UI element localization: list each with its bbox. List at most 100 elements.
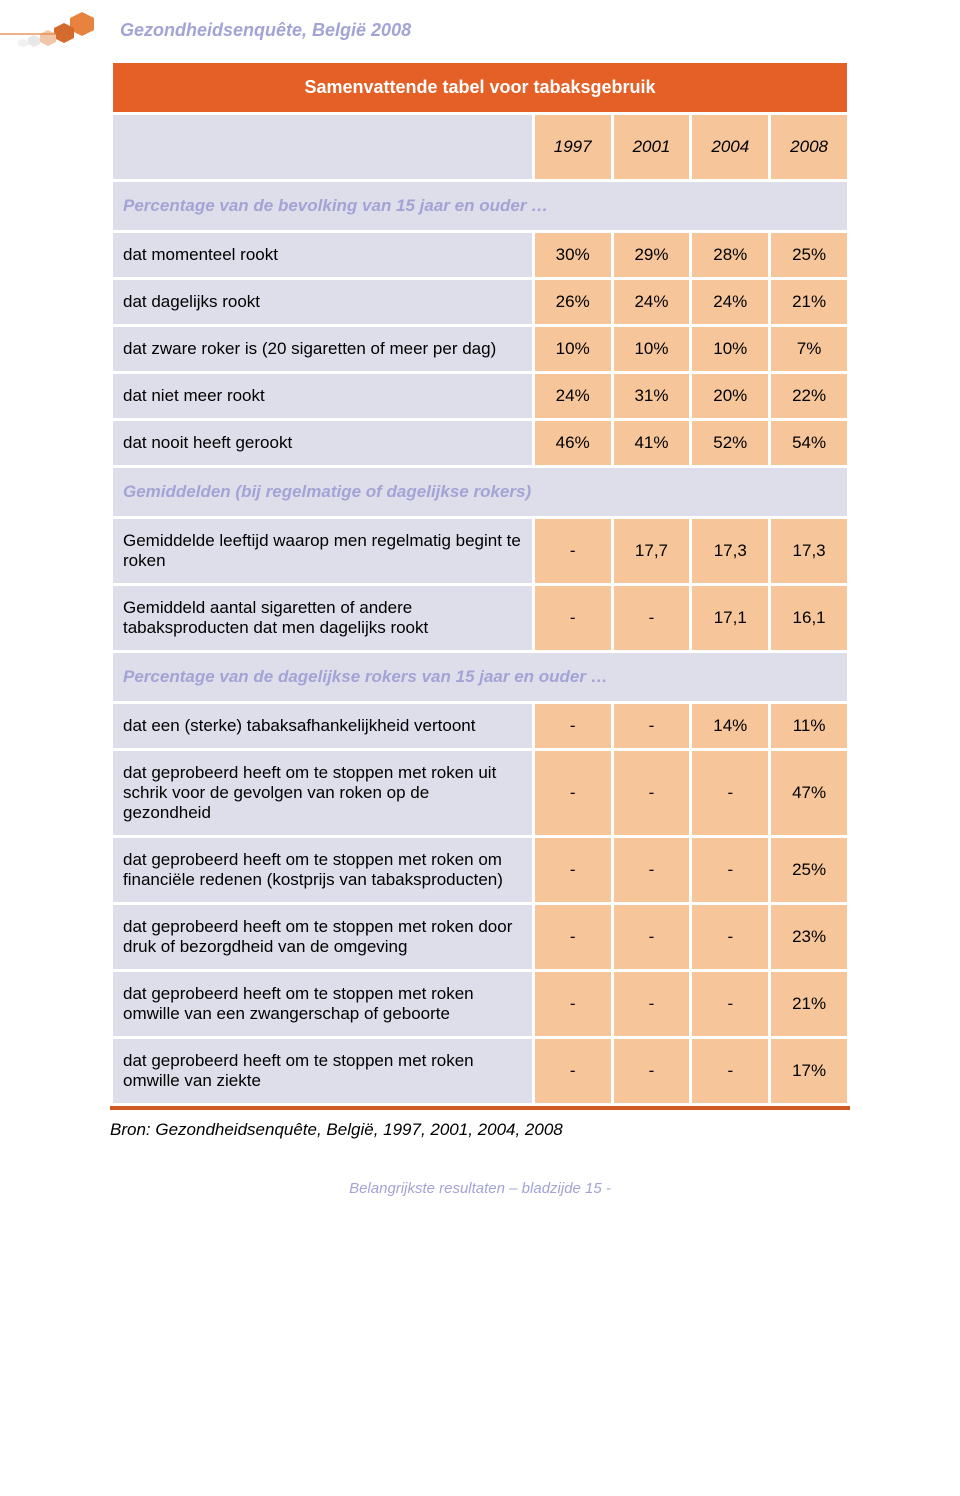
logo-icon [0,10,110,50]
document-header: Gezondheidsenquête, België 2008 [0,0,960,60]
row-value: - [614,586,690,650]
source-text: Bron: Gezondheidsenquête, België, 1997, … [110,1120,850,1140]
row-value: 46% [535,421,611,465]
row-value: - [535,751,611,835]
row-value: - [614,905,690,969]
summary-table: Samenvattende tabel voor tabaksgebruik 1… [110,60,850,1106]
row-value: 17,1 [692,586,768,650]
row-value: 10% [614,327,690,371]
section-heading: Percentage van de dagelijkse rokers van … [113,653,847,701]
document-title: Gezondheidsenquête, België 2008 [120,20,411,41]
year-2008: 2008 [771,115,847,179]
section-heading: Gemiddelden (bij regelmatige of dagelijk… [113,468,847,516]
page-footer: Belangrijkste resultaten – bladzijde 15 … [110,1180,850,1197]
year-1997: 1997 [535,115,611,179]
row-label: dat geprobeerd heeft om te stoppen met r… [113,751,532,835]
table-row: dat geprobeerd heeft om te stoppen met r… [113,905,847,969]
row-value: 24% [692,280,768,324]
row-value: 28% [692,233,768,277]
row-value: 22% [771,374,847,418]
row-value: - [535,838,611,902]
row-value: 31% [614,374,690,418]
summary-table-container: Samenvattende tabel voor tabaksgebruik 1… [110,60,850,1110]
section-heading-row: Percentage van de dagelijkse rokers van … [113,653,847,701]
row-value: - [614,1039,690,1103]
year-2004: 2004 [692,115,768,179]
table-title-row: Samenvattende tabel voor tabaksgebruik [113,63,847,112]
row-value: 26% [535,280,611,324]
row-label: dat dagelijks rookt [113,280,532,324]
row-value: 52% [692,421,768,465]
row-value: 21% [771,280,847,324]
row-value: 11% [771,704,847,748]
row-value: - [692,838,768,902]
table-row: dat geprobeerd heeft om te stoppen met r… [113,1039,847,1103]
section-heading: Percentage van de bevolking van 15 jaar … [113,182,847,230]
row-label: dat geprobeerd heeft om te stoppen met r… [113,972,532,1036]
row-value: 10% [692,327,768,371]
row-label: dat niet meer rookt [113,374,532,418]
row-value: 54% [771,421,847,465]
row-value: - [535,905,611,969]
page-content: Samenvattende tabel voor tabaksgebruik 1… [0,60,960,1237]
year-header-blank [113,115,532,179]
row-value: - [614,704,690,748]
table-row: Gemiddelde leeftijd waarop men regelmati… [113,519,847,583]
table-row: dat momenteel rookt 30% 29% 28% 25% [113,233,847,277]
row-label: dat nooit heeft gerookt [113,421,532,465]
row-value: - [614,972,690,1036]
row-value: 20% [692,374,768,418]
row-value: 30% [535,233,611,277]
row-label: dat geprobeerd heeft om te stoppen met r… [113,838,532,902]
row-value: 17,7 [614,519,690,583]
row-label: dat een (sterke) tabaksafhankelijkheid v… [113,704,532,748]
row-value: - [692,751,768,835]
row-value: 17,3 [692,519,768,583]
table-row: dat geprobeerd heeft om te stoppen met r… [113,751,847,835]
row-label: Gemiddeld aantal sigaretten of andere ta… [113,586,532,650]
row-value: 25% [771,838,847,902]
section-heading-row: Percentage van de bevolking van 15 jaar … [113,182,847,230]
row-value: 10% [535,327,611,371]
row-value: - [614,838,690,902]
row-value: 25% [771,233,847,277]
year-header-row: 1997 2001 2004 2008 [113,115,847,179]
section-heading-row: Gemiddelden (bij regelmatige of dagelijk… [113,468,847,516]
row-value: 14% [692,704,768,748]
row-value: - [535,586,611,650]
year-2001: 2001 [614,115,690,179]
table-row: dat geprobeerd heeft om te stoppen met r… [113,838,847,902]
table-row: dat zware roker is (20 sigaretten of mee… [113,327,847,371]
row-value: 16,1 [771,586,847,650]
row-value: - [535,519,611,583]
table-row: dat nooit heeft gerookt 46% 41% 52% 54% [113,421,847,465]
row-value: 21% [771,972,847,1036]
row-value: 24% [614,280,690,324]
row-value: - [692,905,768,969]
row-value: 24% [535,374,611,418]
row-label: Gemiddelde leeftijd waarop men regelmati… [113,519,532,583]
row-value: - [535,704,611,748]
row-value: 17% [771,1039,847,1103]
row-label: dat geprobeerd heeft om te stoppen met r… [113,1039,532,1103]
table-row: dat geprobeerd heeft om te stoppen met r… [113,972,847,1036]
row-value: - [535,972,611,1036]
row-label: dat zware roker is (20 sigaretten of mee… [113,327,532,371]
row-value: - [692,972,768,1036]
table-row: Gemiddeld aantal sigaretten of andere ta… [113,586,847,650]
table-row: dat een (sterke) tabaksafhankelijkheid v… [113,704,847,748]
row-value: - [614,751,690,835]
row-label: dat geprobeerd heeft om te stoppen met r… [113,905,532,969]
row-value: 47% [771,751,847,835]
table-title: Samenvattende tabel voor tabaksgebruik [113,63,847,112]
row-value: - [535,1039,611,1103]
row-value: 23% [771,905,847,969]
row-value: - [692,1039,768,1103]
table-row: dat niet meer rookt 24% 31% 20% 22% [113,374,847,418]
row-value: 29% [614,233,690,277]
row-value: 41% [614,421,690,465]
row-value: 17,3 [771,519,847,583]
row-value: 7% [771,327,847,371]
row-label: dat momenteel rookt [113,233,532,277]
table-row: dat dagelijks rookt 26% 24% 24% 21% [113,280,847,324]
